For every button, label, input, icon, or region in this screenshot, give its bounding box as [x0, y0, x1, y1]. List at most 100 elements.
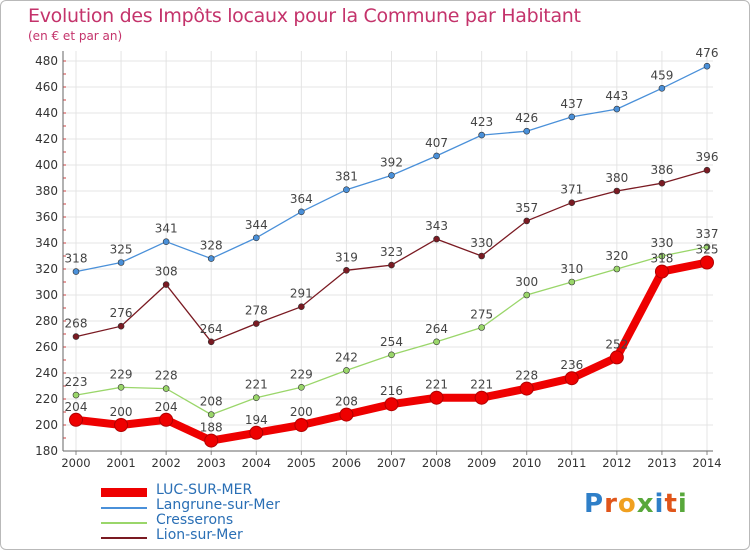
data-point-luc-sur-mer — [159, 412, 174, 427]
y-tick-label: 360 — [35, 210, 58, 224]
x-tick-label: 2007 — [377, 456, 406, 470]
data-point-lion-sur-mer — [523, 217, 531, 225]
data-label-cresserons: 229 — [290, 367, 313, 381]
x-tick-label: 2012 — [602, 456, 631, 470]
data-label-lion-sur-mer: 330 — [470, 236, 493, 250]
data-point-langrune-sur-mer — [162, 238, 170, 245]
data-label-lion-sur-mer: 386 — [650, 163, 673, 177]
data-label-langrune-sur-mer: 443 — [605, 89, 628, 103]
data-point-langrune-sur-mer — [298, 208, 305, 216]
x-tick-label: 2000 — [61, 456, 90, 470]
data-label-cresserons: 229 — [110, 367, 133, 381]
data-label-lion-sur-mer: 268 — [65, 317, 88, 331]
data-point-cresserons — [72, 391, 80, 399]
y-tick-label: 240 — [35, 366, 58, 380]
proxiti-logo: Proxiti — [584, 489, 688, 519]
x-tick-label: 2008 — [422, 456, 451, 470]
data-point-luc-sur-mer — [339, 407, 354, 422]
data-point-luc-sur-mer — [249, 425, 264, 440]
data-label-lion-sur-mer: 276 — [110, 306, 133, 320]
data-label-langrune-sur-mer: 407 — [425, 136, 448, 150]
data-label-cresserons: 300 — [515, 275, 538, 289]
data-label-langrune-sur-mer: 459 — [650, 68, 673, 82]
logo-letter: i — [677, 489, 688, 519]
data-label-luc-sur-mer: 216 — [380, 384, 403, 398]
data-point-langrune-sur-mer — [658, 85, 666, 92]
data-label-cresserons: 275 — [470, 308, 493, 322]
x-tick-label: 2014 — [692, 456, 721, 470]
data-point-langrune-sur-mer — [343, 186, 350, 193]
plot-area — [63, 51, 713, 451]
data-point-lion-sur-mer — [343, 266, 350, 274]
data-label-luc-sur-mer: 208 — [335, 395, 358, 409]
data-label-langrune-sur-mer: 364 — [290, 192, 313, 206]
data-label-cresserons: 221 — [245, 378, 268, 392]
data-label-lion-sur-mer: 264 — [200, 322, 223, 336]
data-point-luc-sur-mer — [564, 371, 579, 386]
data-point-cresserons — [433, 338, 440, 346]
data-label-luc-sur-mer: 188 — [200, 421, 223, 435]
logo-letter: o — [617, 489, 637, 519]
data-label-lion-sur-mer: 380 — [605, 171, 628, 185]
data-label-luc-sur-mer: 228 — [515, 369, 538, 383]
data-point-langrune-sur-mer — [478, 131, 485, 139]
y-tick-label: 400 — [35, 158, 58, 172]
y-tick-label: 460 — [35, 80, 58, 94]
data-label-langrune-sur-mer: 426 — [515, 111, 538, 125]
data-label-cresserons: 254 — [380, 335, 403, 349]
data-label-luc-sur-mer: 236 — [560, 358, 583, 372]
data-label-luc-sur-mer: 204 — [65, 400, 88, 414]
data-label-langrune-sur-mer: 476 — [696, 46, 719, 60]
data-point-cresserons — [252, 394, 260, 402]
x-tick-label: 2003 — [197, 456, 226, 470]
data-point-luc-sur-mer — [114, 418, 129, 432]
x-tick-label: 2005 — [287, 456, 316, 470]
data-point-luc-sur-mer — [69, 412, 83, 427]
data-label-langrune-sur-mer: 344 — [245, 218, 268, 232]
y-tick-label: 300 — [35, 288, 58, 302]
data-point-lion-sur-mer — [478, 252, 485, 260]
data-point-langrune-sur-mer — [568, 113, 576, 121]
data-label-cresserons: 242 — [335, 350, 358, 364]
data-point-langrune-sur-mer — [703, 62, 711, 70]
data-label-cresserons: 208 — [200, 395, 223, 409]
data-label-lion-sur-mer: 319 — [335, 250, 358, 264]
data-point-luc-sur-mer — [474, 390, 489, 405]
y-tick-label: 200 — [35, 418, 58, 432]
data-point-lion-sur-mer — [72, 333, 80, 340]
data-label-luc-sur-mer: 200 — [110, 405, 133, 419]
x-tick-label: 2009 — [467, 456, 496, 470]
data-point-lion-sur-mer — [117, 322, 125, 330]
data-point-langrune-sur-mer — [433, 152, 440, 160]
data-point-langrune-sur-mer — [117, 259, 125, 266]
logo-letter: t — [664, 489, 678, 519]
data-point-lion-sur-mer — [658, 179, 666, 187]
x-tick-label: 2001 — [106, 456, 135, 470]
data-point-luc-sur-mer — [204, 433, 219, 448]
legend-label: LUC-SUR-MER — [156, 482, 253, 498]
data-label-lion-sur-mer: 278 — [245, 304, 268, 318]
data-point-cresserons — [207, 411, 215, 418]
data-label-langrune-sur-mer: 341 — [155, 222, 178, 236]
data-point-cresserons — [117, 383, 125, 391]
data-point-luc-sur-mer — [294, 418, 309, 432]
legend-swatch — [101, 522, 147, 524]
data-point-lion-sur-mer — [298, 303, 305, 311]
legend-swatch — [101, 537, 147, 539]
y-tick-label: 340 — [35, 236, 58, 250]
data-point-lion-sur-mer — [388, 261, 395, 269]
data-point-cresserons — [478, 324, 485, 331]
data-point-lion-sur-mer — [252, 320, 260, 327]
x-tick-label: 2011 — [557, 456, 586, 470]
data-point-cresserons — [343, 367, 350, 374]
y-tick-label: 260 — [35, 340, 58, 354]
data-point-langrune-sur-mer — [388, 172, 395, 179]
data-point-langrune-sur-mer — [252, 234, 260, 242]
data-point-langrune-sur-mer — [72, 268, 80, 275]
data-point-cresserons — [568, 278, 576, 286]
y-tick-label: 180 — [35, 444, 58, 458]
logo-letter: i — [654, 489, 665, 519]
data-point-luc-sur-mer — [654, 264, 669, 279]
data-label-cresserons: 223 — [65, 375, 88, 389]
